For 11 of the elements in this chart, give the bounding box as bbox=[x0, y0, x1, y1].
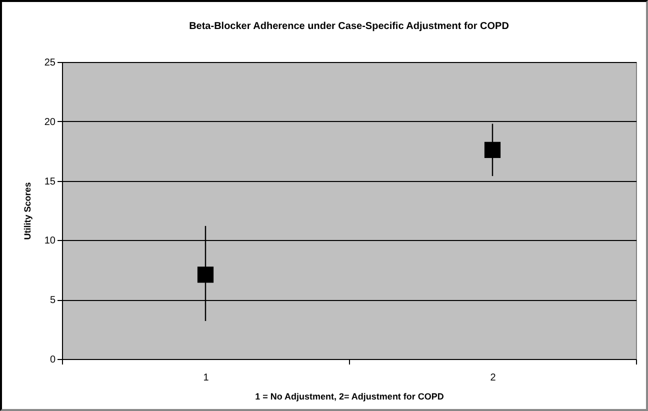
x-axis-title: 1 = No Adjustment, 2= Adjustment for COPD bbox=[255, 392, 444, 402]
y-tick-label: 0 bbox=[50, 354, 56, 366]
y-tick-label: 25 bbox=[44, 58, 56, 68]
chart-title: Beta-Blocker Adherence under Case-Specific Adjustment for COPD bbox=[189, 21, 509, 32]
y-tick-label: 5 bbox=[50, 295, 56, 306]
x-tick-label: 1 bbox=[203, 372, 210, 384]
y-tick-label: 20 bbox=[44, 116, 56, 128]
y-axis-title: Utility Scores bbox=[22, 182, 32, 240]
x-tick-label: 2 bbox=[490, 372, 496, 384]
y-tick-label: 15 bbox=[44, 176, 56, 188]
y-tick-label: 10 bbox=[44, 236, 56, 247]
